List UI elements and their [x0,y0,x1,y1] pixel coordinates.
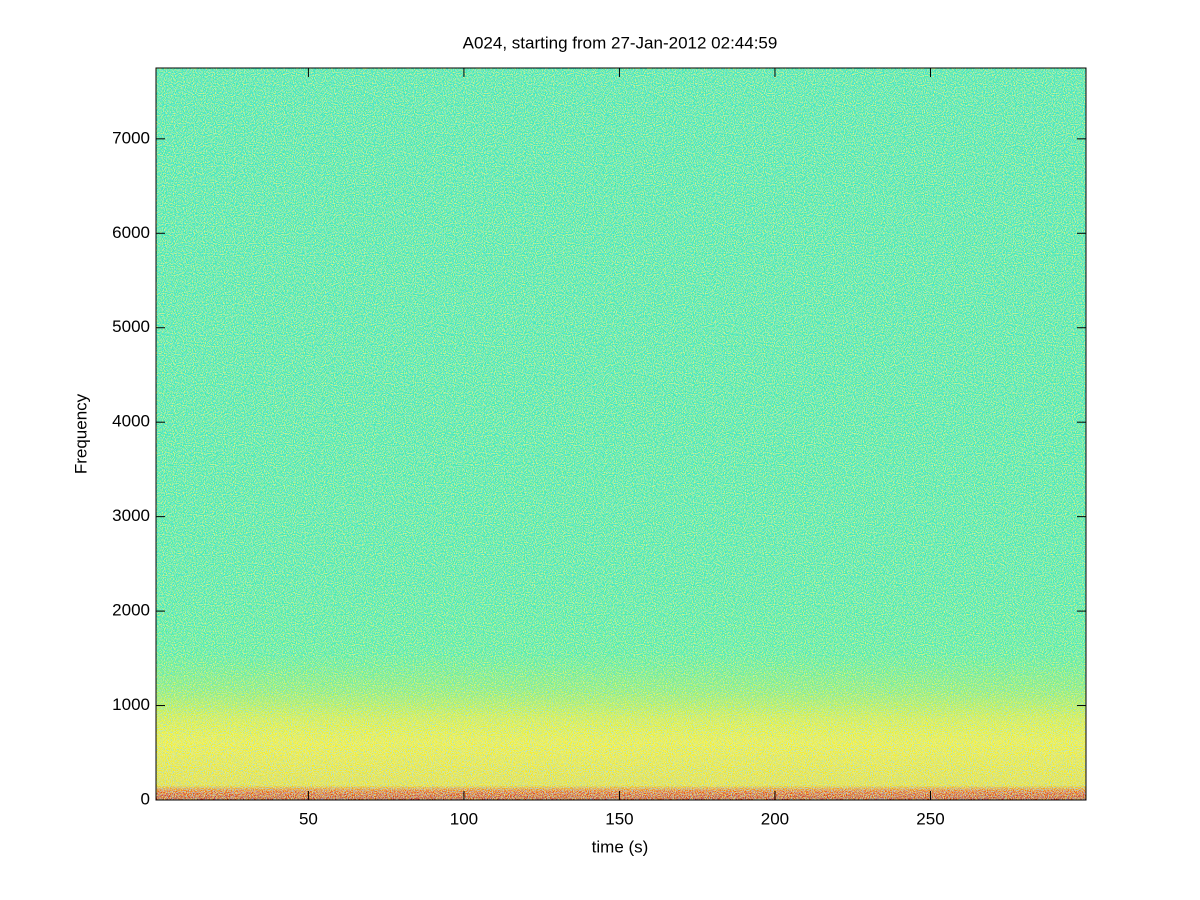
spectrogram-image [156,68,1086,800]
plot-frame [155,67,1087,801]
x-tick-label: 200 [761,809,789,828]
y-tick-label: 6000 [112,223,150,242]
y-axis-label: Frequency [71,393,90,474]
y-tick-label: 5000 [112,317,150,336]
y-tick-label: 7000 [112,128,150,147]
x-tick-label: 100 [450,809,478,828]
chart-title: A024, starting from 27-Jan-2012 02:44:59 [463,33,778,52]
y-tick-label: 4000 [112,412,150,431]
x-axis-label: time (s) [592,837,649,856]
x-tick-label: 50 [299,809,318,828]
y-tick-label: 3000 [112,506,150,525]
x-tick-label: 150 [605,809,633,828]
y-tick-label: 1000 [112,695,150,714]
y-tick-label: 0 [141,789,150,808]
x-tick-label: 250 [916,809,944,828]
y-tick-label: 2000 [112,601,150,620]
